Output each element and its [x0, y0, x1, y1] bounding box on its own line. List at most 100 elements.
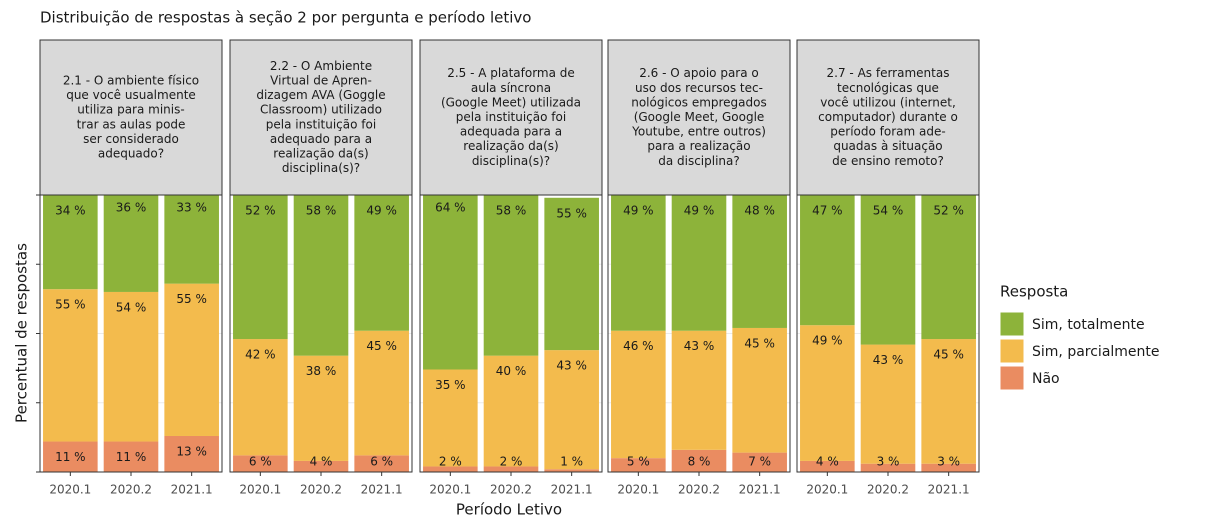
value-label: 45 % — [744, 336, 775, 350]
value-label: 54 % — [873, 204, 904, 218]
legend-label: Não — [1032, 371, 1060, 387]
value-label: 6 % — [370, 455, 393, 469]
facet-title: (Google Meet, Google — [634, 110, 765, 124]
value-label: 13 % — [176, 444, 207, 458]
panel — [420, 195, 602, 472]
value-label: 1 % — [560, 455, 583, 469]
value-label: 6 % — [249, 455, 272, 469]
value-label: 43 % — [873, 353, 904, 367]
bar-segment — [43, 289, 98, 442]
bar-segment — [423, 466, 478, 472]
bar-segment — [671, 195, 727, 331]
value-label: 55 % — [176, 292, 207, 306]
value-label: 42 % — [245, 348, 276, 362]
bar-segment — [611, 195, 666, 331]
panel-border — [39, 194, 223, 473]
facet-title: 2.6 - O apoio para o — [639, 66, 759, 80]
bar-segment — [293, 460, 349, 472]
bar-segment — [164, 283, 219, 436]
bar-segment — [860, 344, 916, 464]
bar-segment — [483, 466, 539, 472]
facet-title: 2.1 - O ambiente físico — [63, 74, 199, 88]
bar-segment — [483, 355, 539, 467]
value-label: 49 % — [366, 204, 397, 218]
x-tick-label: 2020.2 — [678, 483, 720, 497]
value-label: 34 % — [55, 204, 86, 218]
value-label: 4 % — [310, 455, 333, 469]
value-label: 3 % — [937, 455, 960, 469]
value-label: 36 % — [116, 201, 147, 215]
legend-label: Sim, totalmente — [1032, 317, 1145, 333]
strip-bg — [796, 39, 980, 196]
value-label: 48 % — [744, 204, 775, 218]
facet-title: realização da(s) — [463, 139, 558, 153]
facet-title: tecnológicas que — [837, 81, 939, 95]
bar-segment — [293, 195, 349, 356]
facet-title: Virtual de Apren- — [270, 74, 372, 88]
legend-key — [999, 311, 1025, 337]
bar-segment — [293, 355, 349, 461]
facet-title: nológicos empregados — [631, 95, 767, 109]
legend-label: Sim, parcialmente — [1032, 344, 1160, 360]
x-tick-label: 2020.2 — [490, 483, 532, 497]
legend-key — [999, 338, 1025, 364]
value-label: 64 % — [435, 201, 466, 215]
value-label: 43 % — [684, 339, 715, 353]
bar-segment — [423, 195, 478, 370]
facet-title: 2.7 - As ferramentas — [827, 66, 950, 80]
value-label: 35 % — [435, 378, 466, 392]
x-tick-label: 2021.1 — [551, 483, 593, 497]
panel-border — [419, 194, 603, 473]
facet-title: da disciplina? — [658, 154, 740, 168]
bar-segment — [233, 339, 288, 456]
panel — [797, 195, 979, 472]
bar-segment — [43, 441, 98, 472]
facet-title: de ensino remoto? — [832, 154, 944, 168]
bar-segment — [921, 463, 976, 472]
facet-title: aula síncrona — [471, 81, 551, 95]
bar-segment — [423, 369, 478, 467]
bar-segment — [544, 350, 599, 470]
bar-segment — [233, 455, 288, 472]
bar-segment — [43, 195, 98, 290]
value-label: 58 % — [306, 204, 337, 218]
bar-segment — [732, 195, 787, 328]
value-label: 45 % — [933, 348, 964, 362]
facet-title: ser considerado — [83, 132, 179, 146]
value-label: 33 % — [176, 201, 207, 215]
facet-title: uso dos recursos tec- — [635, 81, 763, 95]
value-label: 47 % — [812, 204, 843, 218]
value-label: 55 % — [556, 206, 587, 220]
value-label: 38 % — [306, 364, 337, 378]
facet-title: dizagem AVA (Goggle — [256, 88, 385, 102]
bar-segment — [103, 291, 159, 442]
facet-title: quadas à situação — [833, 139, 942, 153]
bar-segment — [732, 327, 787, 453]
x-tick-label: 2020.2 — [110, 483, 152, 497]
legend-title: Resposta — [1000, 283, 1068, 301]
facet-title: para a realização — [647, 139, 750, 153]
value-label: 8 % — [688, 455, 711, 469]
bar-segment — [732, 452, 787, 472]
bar-segment — [483, 195, 539, 356]
x-axis-label: Período Letivo — [456, 501, 562, 519]
facet-title: Youtube, entre outros) — [631, 125, 766, 139]
facet-title: 2.5 - A plataforma de — [447, 66, 575, 80]
bar-segment — [800, 195, 855, 326]
facet-title: disciplina(s)? — [472, 154, 550, 168]
facet-title: adequada para a — [460, 125, 562, 139]
panel — [40, 195, 222, 472]
value-label: 46 % — [623, 339, 654, 353]
bar-segment — [800, 325, 855, 461]
value-label: 2 % — [500, 455, 523, 469]
facet-title: adequado para a — [270, 132, 372, 146]
strip-bg — [39, 39, 223, 196]
x-tick-label: 2021.1 — [171, 483, 213, 497]
facet-title: realização da(s) — [273, 147, 368, 161]
bar-segment — [611, 458, 666, 472]
value-label: 4 % — [816, 455, 839, 469]
bar-segment — [544, 469, 599, 472]
facet-title: período foram ade- — [830, 125, 945, 139]
bar-segment — [354, 330, 409, 456]
